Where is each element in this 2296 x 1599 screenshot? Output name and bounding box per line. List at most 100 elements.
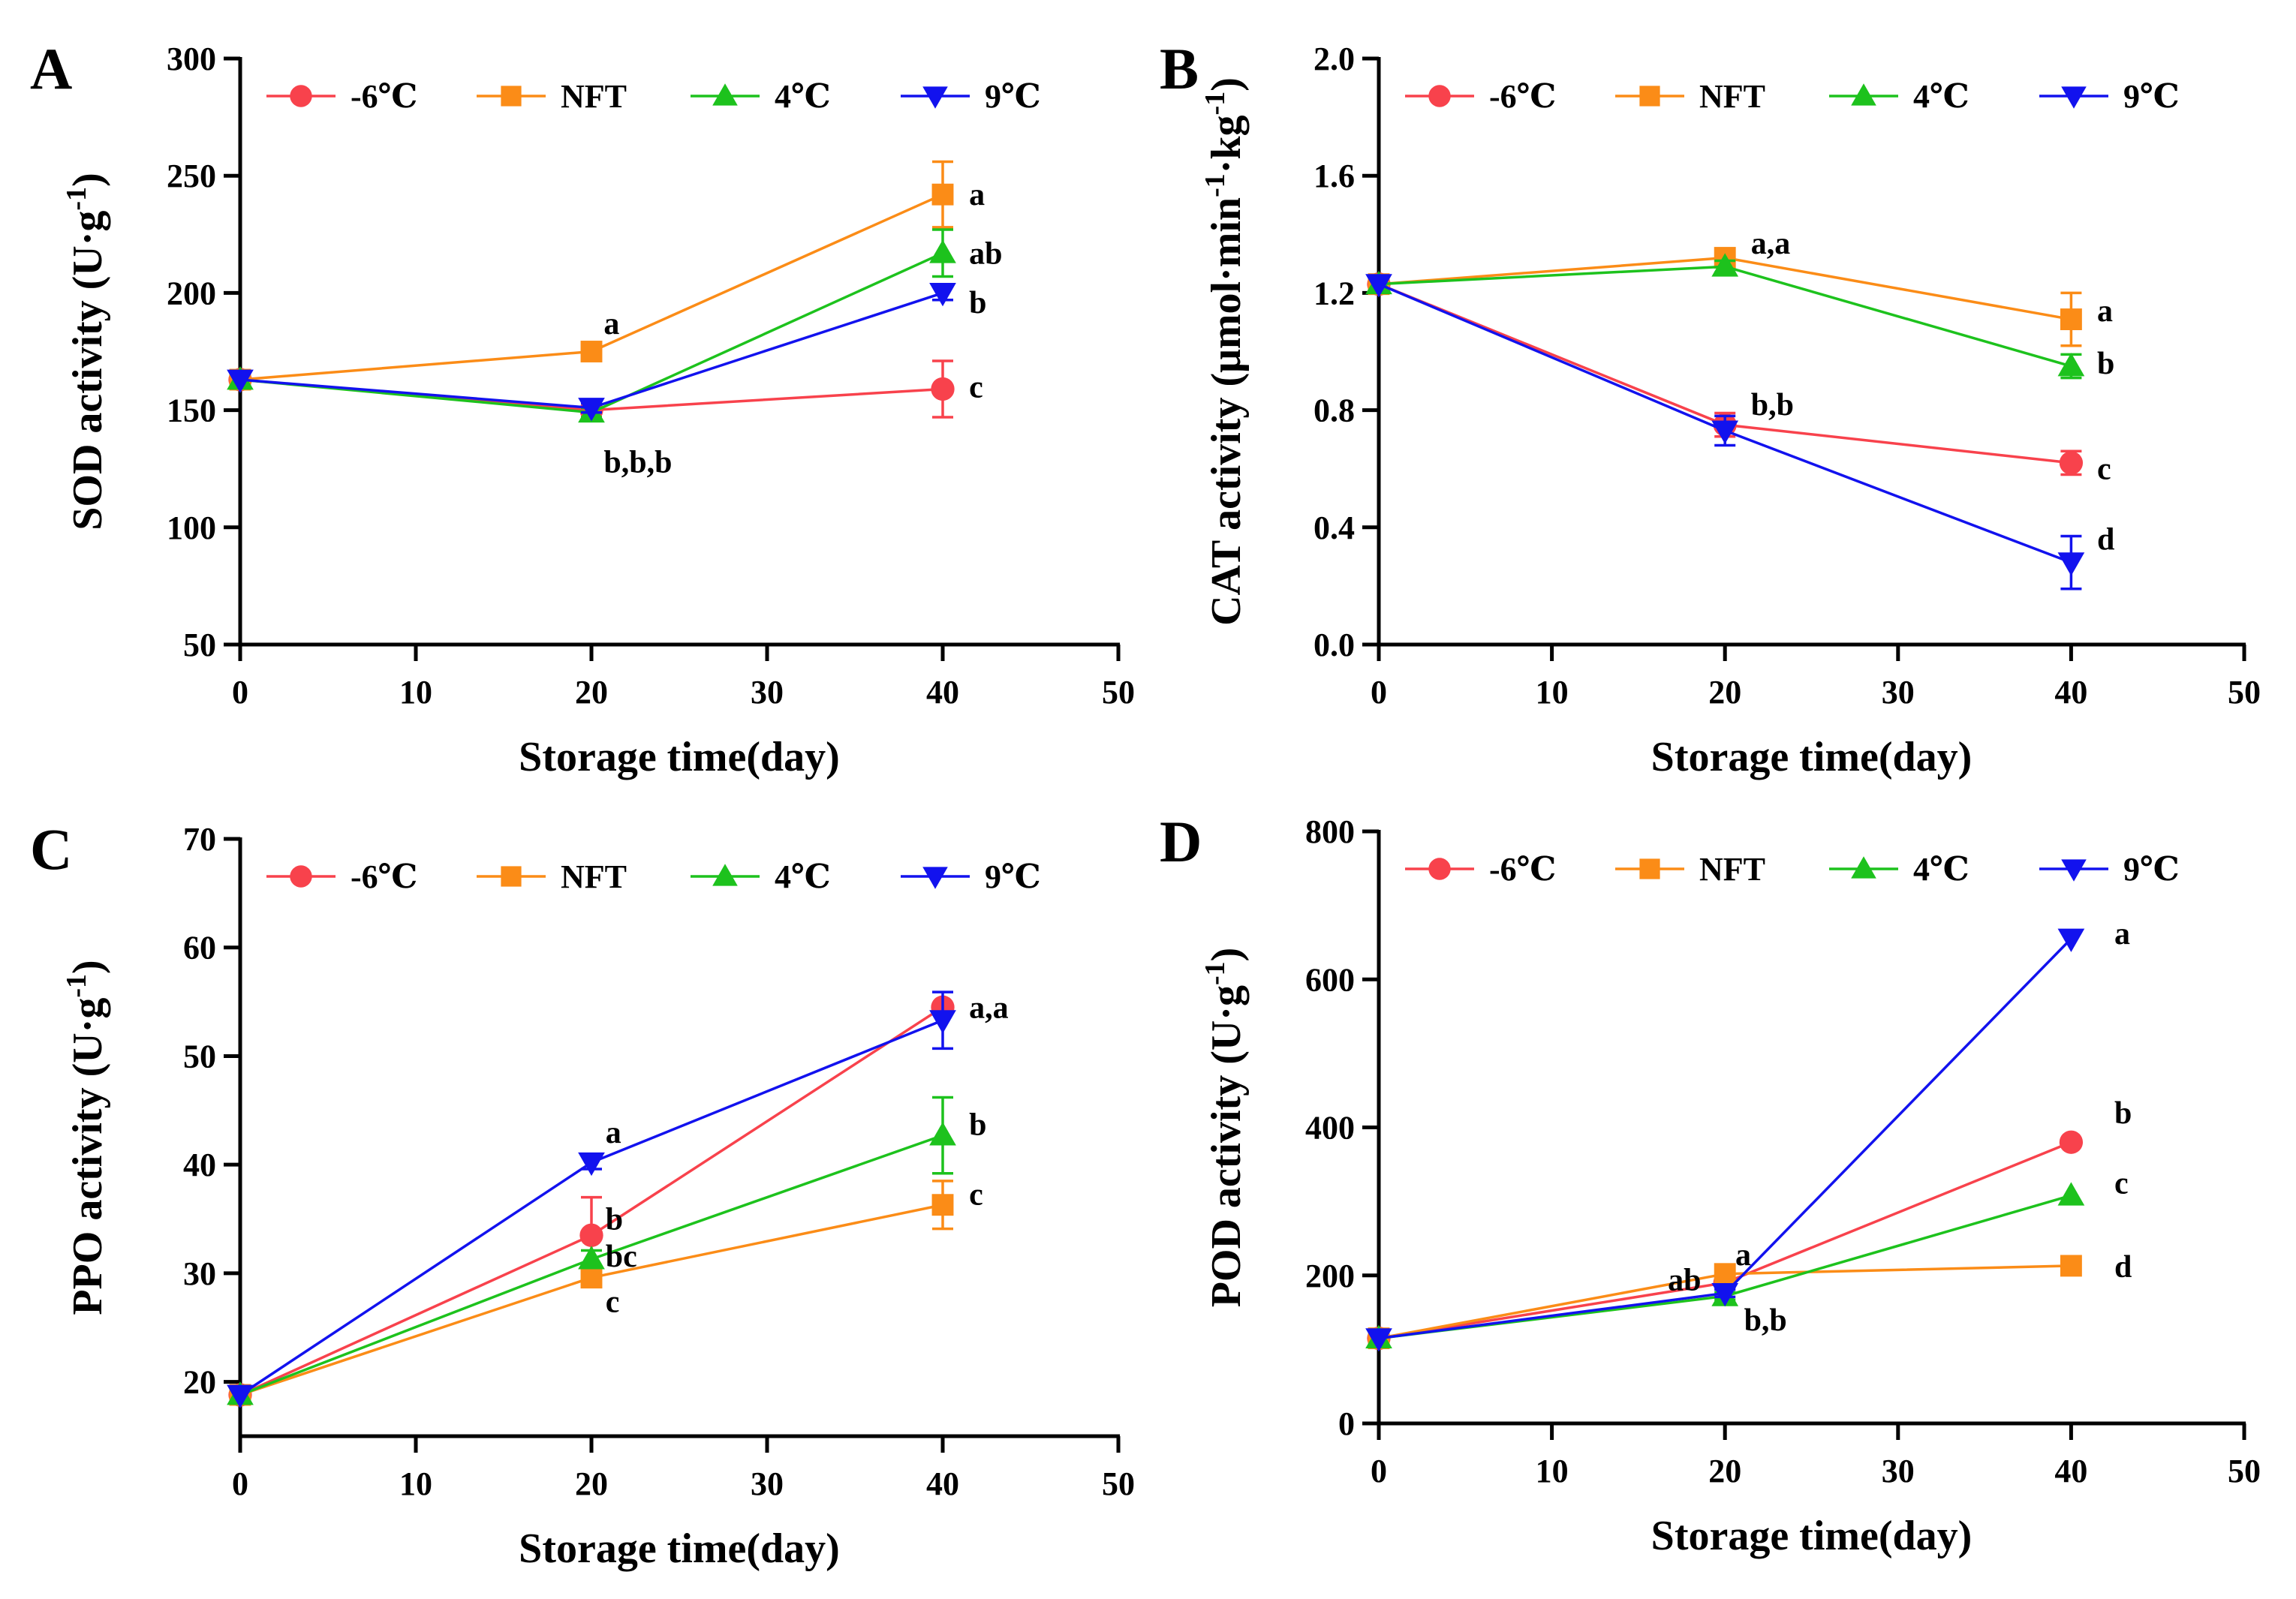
panel-c-letter: C bbox=[30, 816, 72, 882]
panel-a-x-tick-label: 40 bbox=[926, 674, 959, 711]
panel-c-legend-item-9c: 9℃ bbox=[901, 858, 1041, 895]
panel-c-significance-label: b bbox=[606, 1203, 623, 1237]
panel-a-legend-item-4c: 4℃ bbox=[691, 78, 831, 115]
panel-c: C 0 10 20 30 40 50 20 30 40 50 60 70 Storage time(day… bbox=[30, 816, 1135, 1572]
panel-b-x-tick-label: 50 bbox=[2228, 674, 2261, 711]
panel-b-legend-item-9c: 9℃ bbox=[2039, 78, 2180, 115]
panel-d: D 0 10 20 30 40 50 0 200 400 600 800 Storage time(da… bbox=[1160, 809, 2261, 1559]
panel-b-x-tick-label: 30 bbox=[1882, 674, 1915, 711]
panel-b-significance-label: b,b bbox=[1751, 388, 1794, 422]
panel-a-point-9c bbox=[227, 369, 254, 393]
panel-b-series-9c bbox=[1365, 274, 2085, 591]
panel-b-point-minus6c bbox=[2059, 451, 2084, 475]
panel-a-x-tick-label: 30 bbox=[751, 674, 784, 711]
panel-a-y-tick-label: 300 bbox=[167, 41, 216, 77]
panel-a-legend: -6℃ NFT 4℃ 9℃ bbox=[266, 78, 1041, 115]
panel-c-legend: -6℃ NFT 4℃ 9℃ bbox=[266, 858, 1041, 895]
panel-c-point-minus6c bbox=[579, 1223, 603, 1247]
panel-b-x-axis-label: Storage time(day) bbox=[1651, 734, 1973, 780]
panel-d-x-tick-label: 20 bbox=[1708, 1453, 1741, 1489]
panel-d-y-tick-label: 400 bbox=[1305, 1110, 1355, 1147]
panel-d-legend-item-minus6c: -6℃ bbox=[1405, 851, 1556, 888]
panel-d-legend-marker-4c bbox=[1851, 856, 1876, 879]
panel-b-legend-label: 9℃ bbox=[2123, 78, 2180, 115]
panel-a-legend-label: 9℃ bbox=[985, 78, 1041, 115]
panel-d-point-9c bbox=[1711, 1283, 1739, 1307]
panel-a-significance-label: a bbox=[603, 307, 619, 341]
panel-c-legend-label: NFT bbox=[561, 858, 627, 895]
panel-a-letter: A bbox=[30, 36, 72, 101]
panel-d-legend-label: 9℃ bbox=[2123, 851, 2180, 888]
panel-b-legend-item-minus6c: -6℃ bbox=[1405, 78, 1556, 115]
panel-b-significance-label: d bbox=[2097, 522, 2114, 557]
panel-a-point-minus6c bbox=[931, 377, 955, 401]
panel-c-y-tick-label: 70 bbox=[183, 821, 216, 858]
panel-c-legend-item-minus6c: -6℃ bbox=[266, 858, 417, 895]
panel-b-significance-label: b bbox=[2097, 347, 2114, 381]
panel-b-y-tick-label: 0.8 bbox=[1314, 392, 1355, 429]
panel-c-x-tick-label: 0 bbox=[232, 1465, 248, 1502]
panel-c-point-9c bbox=[929, 1010, 956, 1034]
panel-a-y-tick-label: 150 bbox=[167, 392, 216, 429]
panel-d-letter: D bbox=[1160, 809, 1202, 874]
panel-a-y-tick-label: 250 bbox=[167, 158, 216, 194]
panel-c-legend-label: 4℃ bbox=[775, 858, 831, 895]
panel-a-significance-label: ab bbox=[969, 236, 1002, 271]
panel-d-legend-label: NFT bbox=[1699, 851, 1765, 888]
panel-c-legend-item-nft: NFT bbox=[477, 858, 627, 895]
panel-c-point-9c bbox=[227, 1384, 254, 1408]
panel-c-legend-marker-9c bbox=[922, 867, 948, 889]
panel-a-x-tick-label: 0 bbox=[232, 674, 248, 711]
panel-b-legend: -6℃ NFT 4℃ 9℃ bbox=[1405, 78, 2180, 115]
panel-d-x-tick-label: 50 bbox=[2228, 1453, 2261, 1489]
panel-c-x-tick-label: 30 bbox=[751, 1465, 784, 1502]
panel-c-point-9c bbox=[578, 1152, 605, 1177]
panel-b-y-axis-label: CAT activity (μmol·min-1·kg-1) bbox=[1199, 77, 1250, 626]
panel-c-significance-label: a bbox=[606, 1116, 621, 1150]
panel-b-legend-marker-nft bbox=[1639, 86, 1660, 107]
panel-a-point-9c bbox=[929, 283, 956, 307]
panel-b-letter: B bbox=[1160, 36, 1199, 101]
panel-d-significance-label: b,b bbox=[1744, 1303, 1787, 1338]
panel-b-point-9c bbox=[2057, 552, 2085, 576]
panel-a-legend-marker-minus6c bbox=[290, 85, 312, 107]
panel-c-x-tick-label: 20 bbox=[575, 1465, 608, 1502]
panel-a-legend-label: 4℃ bbox=[775, 78, 831, 115]
panel-b: B 0 10 20 30 40 50 0.0 0.4 0.8 1.2 1.6 2.0 Storage ti… bbox=[1160, 36, 2261, 780]
panel-c-y-tick-label: 60 bbox=[183, 930, 216, 966]
panel-b-legend-marker-9c bbox=[2061, 86, 2087, 109]
panel-a: A 0 10 20 30 40 50 50 100 150 200 250 300 Storage tim… bbox=[30, 36, 1135, 780]
panel-c-y-tick-label: 20 bbox=[183, 1364, 216, 1401]
panel-a-legend-label: NFT bbox=[561, 78, 627, 115]
panel-d-legend-label: 4℃ bbox=[1913, 851, 1970, 888]
panel-d-significance-label: d bbox=[2114, 1250, 2132, 1285]
panel-a-legend-label: -6℃ bbox=[351, 78, 417, 115]
panel-d-legend-marker-9c bbox=[2061, 859, 2087, 882]
panel-a-significance-label: b,b,b bbox=[603, 445, 672, 479]
panel-b-x-tick-label: 10 bbox=[1536, 674, 1569, 711]
panel-a-point-nft bbox=[931, 183, 954, 206]
panel-b-legend-marker-4c bbox=[1851, 83, 1876, 106]
panel-b-legend-item-nft: NFT bbox=[1615, 78, 1765, 115]
panel-d-legend-marker-minus6c bbox=[1428, 858, 1451, 880]
panel-d-y-tick-label: 0 bbox=[1338, 1405, 1355, 1442]
panel-b-y-tick-label: 2.0 bbox=[1314, 41, 1355, 77]
panel-a-legend-item-minus6c: -6℃ bbox=[266, 78, 417, 115]
panel-d-line-minus6c bbox=[1378, 1141, 2072, 1340]
panel-a-x-tick-label: 10 bbox=[399, 674, 432, 711]
panel-d-x-tick-label: 0 bbox=[1371, 1453, 1387, 1489]
panel-a-legend-item-nft: NFT bbox=[477, 78, 627, 115]
panel-a-y-axis-label: SOD activity (U·g-1) bbox=[61, 173, 111, 530]
panel-b-y-tick-label: 0.0 bbox=[1314, 627, 1355, 663]
panel-c-series-9c bbox=[227, 990, 956, 1408]
panel-c-y-tick-label: 40 bbox=[183, 1147, 216, 1183]
panel-c-point-nft bbox=[931, 1194, 954, 1216]
panel-d-series-nft bbox=[1368, 1255, 2082, 1350]
panel-d-y-axis-label: POD activity (U·g-1) bbox=[1199, 948, 1250, 1308]
panel-d-x-tick-label: 10 bbox=[1536, 1453, 1569, 1489]
panel-c-significance-label: bc bbox=[606, 1240, 637, 1274]
panel-c-series-4c bbox=[227, 1096, 956, 1405]
panel-c-legend-label: -6℃ bbox=[351, 858, 417, 895]
panel-a-point-9c bbox=[578, 398, 605, 422]
